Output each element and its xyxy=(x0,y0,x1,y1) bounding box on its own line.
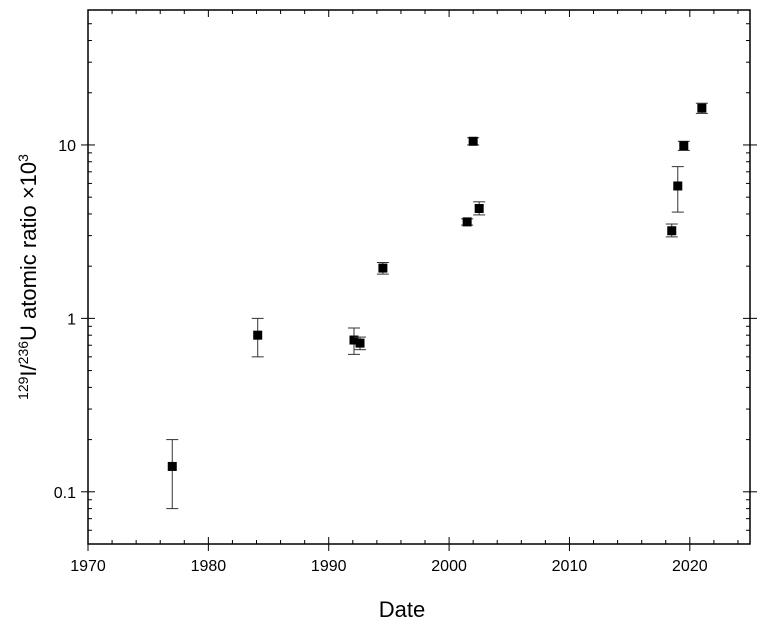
square-marker xyxy=(697,103,707,113)
data-point xyxy=(348,327,361,355)
data-point xyxy=(665,223,678,238)
square-marker xyxy=(378,263,388,273)
y-axis-ticks: 0.1 1 10 xyxy=(54,9,757,545)
data-point xyxy=(677,140,690,151)
x-tick-label: 2000 xyxy=(431,558,467,575)
x-axis-title: Date xyxy=(379,597,425,622)
data-point xyxy=(473,201,486,216)
data-point xyxy=(354,336,367,351)
data-point xyxy=(671,166,684,213)
y-tick-label: 1 xyxy=(67,311,76,328)
y-axis-title-part2: U atomic ratio ×10 xyxy=(16,162,41,341)
square-marker xyxy=(349,335,359,345)
x-tick-label: 1990 xyxy=(311,558,347,575)
data-point xyxy=(251,317,264,358)
x-tick-label: 1980 xyxy=(191,558,227,575)
data-point xyxy=(166,439,179,510)
square-marker xyxy=(667,226,677,236)
data-series xyxy=(166,102,708,510)
square-marker xyxy=(679,141,689,151)
y-axis-title: 129I/236U atomic ratio ×103 xyxy=(15,154,41,400)
square-marker xyxy=(462,217,472,227)
y-axis-title-sup1: 129 xyxy=(15,376,31,400)
data-point xyxy=(695,102,708,114)
data-point xyxy=(461,217,474,227)
y-tick-label: 10 xyxy=(58,138,76,155)
square-marker xyxy=(673,181,683,191)
square-marker xyxy=(355,338,365,348)
x-axis-ticks: 1970 1980 1990 2000 2010 2020 xyxy=(70,10,739,575)
square-marker xyxy=(474,204,484,214)
square-marker xyxy=(253,330,263,340)
y-tick-label: 0.1 xyxy=(54,485,76,502)
plot-frame xyxy=(87,9,751,545)
y-axis-title-sup3: 3 xyxy=(15,154,31,162)
x-tick-label: 2010 xyxy=(552,558,588,575)
square-marker xyxy=(468,136,478,146)
data-point xyxy=(376,261,389,275)
square-marker xyxy=(167,461,177,471)
data-point xyxy=(467,136,480,146)
x-tick-label: 2020 xyxy=(672,558,708,575)
y-axis-title-part1: I/ xyxy=(16,363,41,376)
y-axis-title-sup2: 236 xyxy=(15,341,31,365)
x-tick-label: 1970 xyxy=(70,558,106,575)
